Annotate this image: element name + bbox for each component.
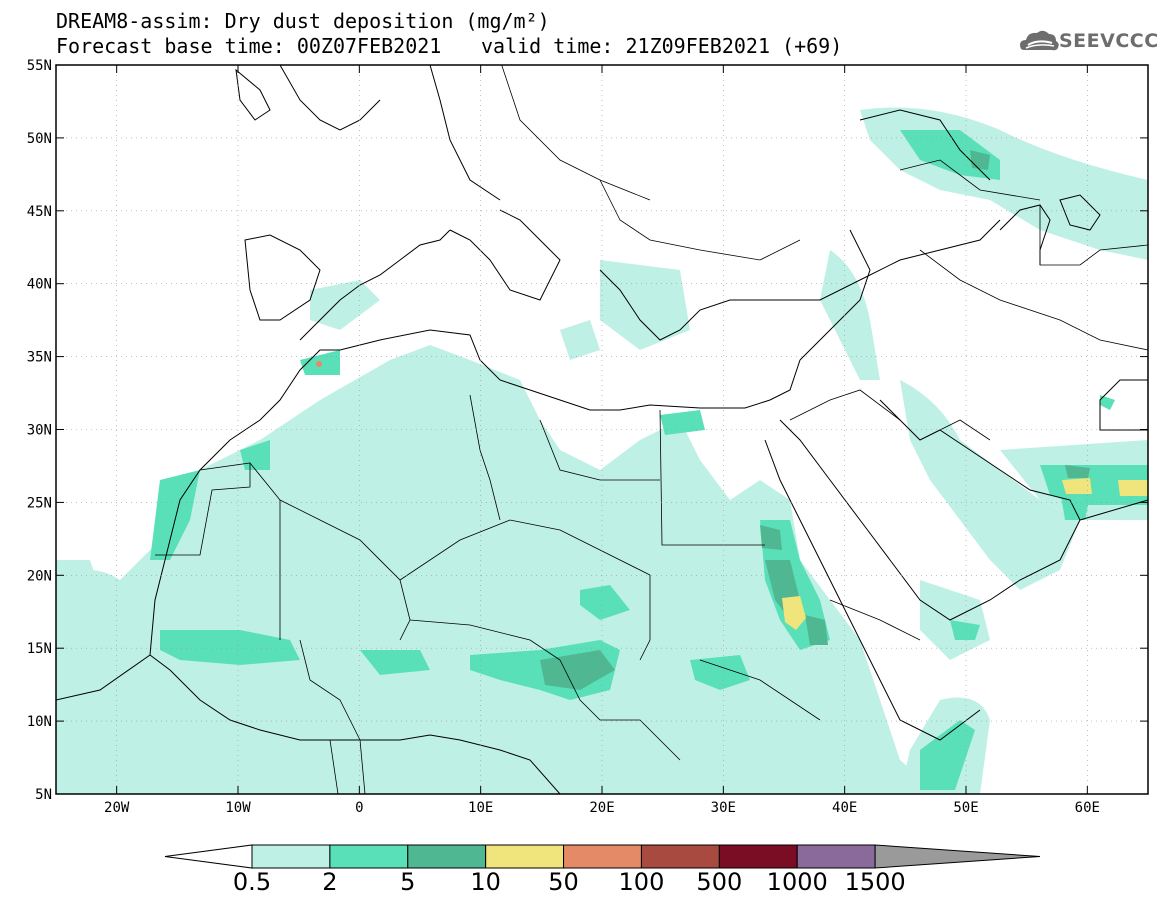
forecast-base-time: Forecast base time: 00Z07FEB2021 [56,34,442,58]
lon-label: 10W [225,800,251,816]
colorbar-level-label: 50 [548,868,579,896]
lat-label: 15N [27,641,52,657]
colorbar-segment [407,844,487,869]
lon-label: 20W [104,800,130,816]
lon-label: 60E [1075,800,1100,816]
colorbar-level-label: 100 [618,868,665,896]
lat-label: 20N [27,568,52,584]
graticule [56,64,1148,795]
colorbar-level-label: 1000 [766,868,828,896]
lat-label: 10N [27,714,52,730]
colorbar-segment [640,844,720,869]
map-title: DREAM8-assim: Dry dust deposition (mg/m²… [56,9,550,33]
lon-label: 50E [953,800,978,816]
lat-label: 50N [27,131,52,147]
colorbar-under-arrow [164,844,253,869]
lat-label: 30N [27,423,52,439]
coastlines [56,65,1148,794]
colorbar-level-label: 1500 [844,868,906,896]
country-borders [155,65,1148,794]
colorbar-level-label: 5 [400,868,416,896]
colorbar-level-label: 10 [470,868,501,896]
logo-text: SEEVCCC [1059,30,1159,52]
colorbar-segment [251,844,331,869]
lat-label: 5N [35,787,52,803]
valid-time: valid time: 21Z09FEB2021 (+69) [481,34,843,58]
cloud-logo-icon [1020,30,1059,51]
deposition-field [56,107,1148,794]
latitude-labels: 55N 50N 45N 40N 35N 30N 25N 20N 15N 10N 5N [27,58,52,803]
colorbar-segment [718,844,798,869]
lon-label: 10E [468,800,493,816]
colorbar-level-label: 500 [696,868,743,896]
longitude-labels: 20W 10W 0 10E 20E 30E 40E 50E 60E [104,800,1100,816]
colorbar-level-label: 0.5 [232,868,272,896]
lat-label: 40N [27,277,52,293]
colorbar-level-label: 2 [322,868,338,896]
lon-label: 30E [711,800,736,816]
colorbar-segment [485,844,565,869]
lon-label: 0 [355,800,363,816]
lat-label: 45N [27,204,52,220]
lon-label: 40E [832,800,857,816]
lon-label: 20E [589,800,614,816]
colorbar-segment [796,844,876,869]
lat-label: 55N [27,58,52,74]
colorbar [164,844,1041,869]
colorbar-segment [329,844,409,869]
colorbar-segment [563,844,642,869]
lat-label: 25N [27,495,52,511]
colorbar-over-arrow [874,844,1041,869]
lat-label: 35N [27,350,52,366]
